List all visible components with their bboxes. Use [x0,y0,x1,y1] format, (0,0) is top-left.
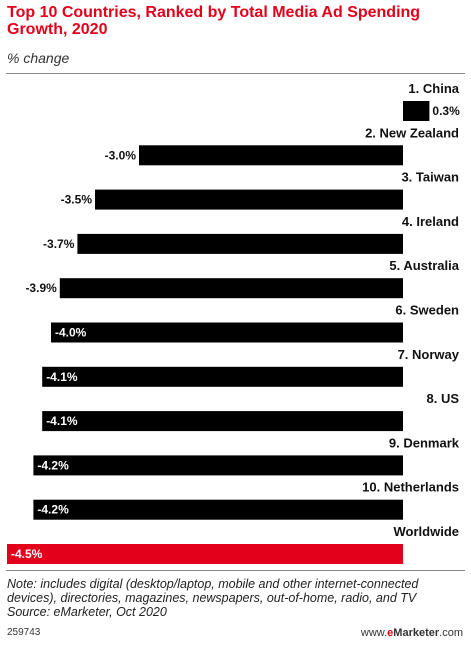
note-text: Note: includes digital (desktop/laptop, … [7,577,419,605]
category-label: 2. New Zealand [365,125,459,140]
category-label: 9. Denmark [389,435,460,450]
brand-prefix: www. [360,627,388,639]
bar [403,101,430,121]
value-label: 0.3% [432,104,460,118]
category-label: 6. Sweden [395,303,459,318]
value-label: -4.2% [37,503,69,517]
value-label: -4.2% [37,458,69,472]
bar [42,411,403,432]
bar [51,322,403,343]
brand-suffix: .com [439,627,463,639]
category-label: 1. China [408,81,459,96]
bar [139,145,403,166]
chart-note: Note: includes digital (desktop/laptop, … [7,577,467,619]
bar [7,544,403,564]
category-label: 5. Australia [389,258,459,273]
category-label: 10. Netherlands [362,480,459,495]
bar [59,278,404,299]
category-label: 3. Taiwan [401,170,459,185]
value-label: -4.5% [11,547,43,561]
brand-link[interactable]: www.eMarketer.com [361,627,463,639]
value-label: -3.0% [105,148,137,162]
bar-chart: 1. China 0.3% 2. New Zealand -3.0% 3. Taiwan… [7,81,460,564]
value-label: -3.9% [25,281,57,295]
chart-subtitle: % change [7,50,70,66]
top-divider [6,73,465,74]
chart-title: Top 10 Countries, Ranked by Total Media … [7,4,421,38]
value-label: -4.0% [55,326,87,340]
brand-e: e [387,627,394,639]
category-label: 8. US [426,391,459,406]
bar [42,366,403,387]
value-label: -3.7% [43,237,75,251]
bar [77,233,404,254]
bar [95,189,403,210]
bar [33,499,404,520]
bar [33,455,404,476]
category-label: 7. Norway [398,347,460,362]
value-label: -4.1% [46,370,78,384]
bottom-divider [6,570,465,571]
value-label: -3.5% [61,193,93,207]
source-text: Source: eMarketer, Oct 2020 [7,605,167,619]
value-label: -4.1% [46,414,78,428]
category-label: Worldwide [394,524,459,539]
chart-id: 259743 [7,627,41,638]
category-label: 4. Ireland [402,214,459,229]
brand-name: Marketer [393,627,440,639]
